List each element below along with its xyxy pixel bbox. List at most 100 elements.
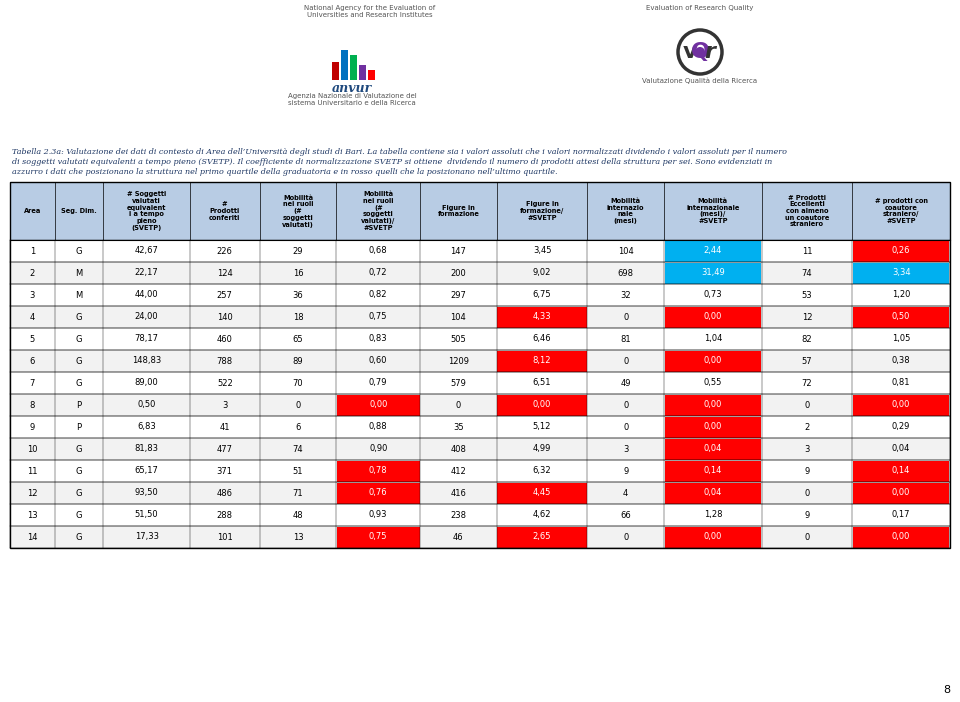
Bar xyxy=(10,394,950,416)
Text: 14: 14 xyxy=(27,533,37,541)
Text: 81: 81 xyxy=(620,334,631,343)
Text: 2: 2 xyxy=(804,423,809,432)
Bar xyxy=(664,263,761,284)
Text: 4,33: 4,33 xyxy=(533,312,551,322)
Bar xyxy=(497,307,587,328)
Text: 4: 4 xyxy=(623,489,629,498)
Text: 0,90: 0,90 xyxy=(369,444,388,453)
Text: G: G xyxy=(76,378,83,388)
Text: r: r xyxy=(705,42,715,62)
Text: 4: 4 xyxy=(30,312,35,322)
Text: 1,20: 1,20 xyxy=(892,291,910,300)
Text: 12: 12 xyxy=(802,312,812,322)
Text: 1209: 1209 xyxy=(448,357,468,366)
Text: 46: 46 xyxy=(453,533,464,541)
Text: 0,29: 0,29 xyxy=(892,423,910,432)
Bar xyxy=(10,328,950,350)
Text: 0,79: 0,79 xyxy=(369,378,388,388)
Text: G: G xyxy=(76,533,83,541)
Text: 0,82: 0,82 xyxy=(369,291,388,300)
Circle shape xyxy=(678,30,722,74)
Text: 0,00: 0,00 xyxy=(704,357,722,366)
Bar xyxy=(10,372,950,394)
Text: 74: 74 xyxy=(802,268,812,277)
Text: G: G xyxy=(76,467,83,475)
Text: 17,33: 17,33 xyxy=(134,533,158,541)
Text: 416: 416 xyxy=(450,489,467,498)
Text: 48: 48 xyxy=(293,510,303,519)
Text: G: G xyxy=(76,489,83,498)
Text: 0: 0 xyxy=(623,533,629,541)
Text: 57: 57 xyxy=(802,357,812,366)
Text: 0: 0 xyxy=(804,401,809,409)
Text: 9,02: 9,02 xyxy=(533,268,551,277)
Text: P: P xyxy=(77,401,82,409)
Text: 11: 11 xyxy=(802,246,812,256)
Bar xyxy=(497,350,587,371)
Text: 1,05: 1,05 xyxy=(892,334,910,343)
Text: 124: 124 xyxy=(217,268,232,277)
Text: 66: 66 xyxy=(620,510,631,519)
Text: 3,45: 3,45 xyxy=(533,246,551,256)
Bar xyxy=(337,461,420,482)
Text: 226: 226 xyxy=(217,246,232,256)
Text: 0,00: 0,00 xyxy=(892,401,910,409)
Text: 147: 147 xyxy=(450,246,467,256)
Bar xyxy=(497,395,587,416)
Bar xyxy=(10,482,950,504)
Text: 12: 12 xyxy=(27,489,37,498)
Text: G: G xyxy=(76,357,83,366)
Bar xyxy=(497,526,587,548)
Text: 11: 11 xyxy=(27,467,37,475)
Text: 4,45: 4,45 xyxy=(533,489,551,498)
Bar xyxy=(10,350,950,372)
Bar xyxy=(368,70,375,80)
Bar xyxy=(350,55,357,80)
Bar xyxy=(10,262,950,284)
Text: 0,26: 0,26 xyxy=(892,246,910,256)
Text: 18: 18 xyxy=(293,312,303,322)
Text: 522: 522 xyxy=(217,378,232,388)
Text: 6: 6 xyxy=(296,423,300,432)
Text: 257: 257 xyxy=(217,291,232,300)
Bar xyxy=(10,526,950,548)
Bar xyxy=(852,526,949,548)
Text: 2,65: 2,65 xyxy=(533,533,551,541)
Text: 0,04: 0,04 xyxy=(892,444,910,453)
Text: 0,00: 0,00 xyxy=(533,401,551,409)
Text: 3: 3 xyxy=(30,291,35,300)
Text: 32: 32 xyxy=(620,291,631,300)
Text: 477: 477 xyxy=(217,444,232,453)
Text: 408: 408 xyxy=(450,444,467,453)
Bar xyxy=(664,307,761,328)
Bar xyxy=(337,526,420,548)
Text: 0,83: 0,83 xyxy=(369,334,388,343)
Text: 3,34: 3,34 xyxy=(892,268,910,277)
Text: 0,72: 0,72 xyxy=(369,268,388,277)
Text: 0: 0 xyxy=(623,357,629,366)
Bar xyxy=(664,350,761,371)
Text: 72: 72 xyxy=(802,378,812,388)
Text: 0,38: 0,38 xyxy=(892,357,910,366)
Text: 44,00: 44,00 xyxy=(134,291,158,300)
Text: Figure in
formazione/
#SVETP: Figure in formazione/ #SVETP xyxy=(520,201,564,220)
Bar xyxy=(852,307,949,328)
Text: 4,62: 4,62 xyxy=(533,510,551,519)
Text: 1: 1 xyxy=(30,246,35,256)
Text: Mobilità
internazio
nale
(mesi): Mobilità internazio nale (mesi) xyxy=(607,198,644,224)
Text: 412: 412 xyxy=(450,467,467,475)
Text: 6,83: 6,83 xyxy=(137,423,156,432)
Bar xyxy=(664,482,761,503)
Text: 24,00: 24,00 xyxy=(134,312,158,322)
Bar xyxy=(10,284,950,306)
Bar xyxy=(359,65,366,80)
Text: 93,50: 93,50 xyxy=(134,489,158,498)
Text: azzurro i dati che posizionano la struttura nel primo quartile della graduatoria: azzurro i dati che posizionano la strutt… xyxy=(12,168,558,176)
Text: anvur: anvur xyxy=(332,82,372,95)
Text: 9: 9 xyxy=(804,467,809,475)
Text: 505: 505 xyxy=(450,334,467,343)
Bar xyxy=(852,241,949,262)
Text: 74: 74 xyxy=(293,444,303,453)
Text: G: G xyxy=(76,510,83,519)
Text: # Prodotti
Eccellenti
con almeno
un coautore
straniero: # Prodotti Eccellenti con almeno un coau… xyxy=(785,194,829,227)
